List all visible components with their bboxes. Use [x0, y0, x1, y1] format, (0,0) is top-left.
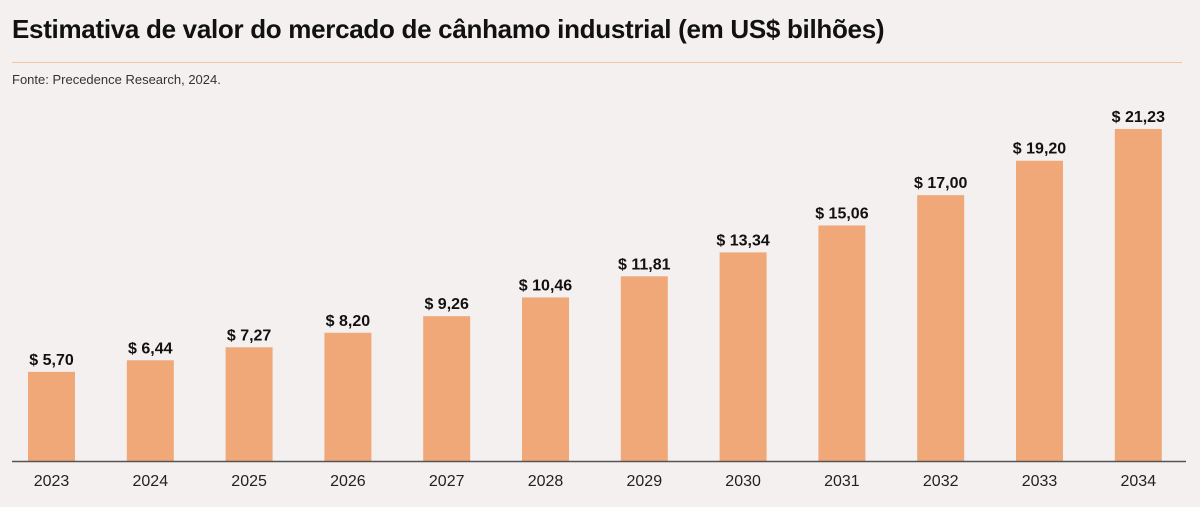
data-label-2028: $ 10,46 — [519, 277, 572, 294]
bar-2033 — [1016, 160, 1063, 461]
x-tick-label-2030: 2030 — [725, 473, 761, 490]
bar-2032 — [917, 195, 965, 462]
title-separator — [12, 62, 1182, 63]
x-tick-label-2031: 2031 — [824, 473, 860, 490]
source-note: Fonte: Precedence Research, 2024. — [12, 72, 221, 87]
x-tick-label-2023: 2023 — [34, 473, 70, 490]
data-label-2027: $ 9,26 — [424, 296, 469, 313]
bar-2024 — [126, 360, 174, 461]
data-label-2029: $ 11,81 — [618, 256, 671, 273]
x-tick-label-2034: 2034 — [1121, 473, 1157, 490]
bar-2025 — [225, 347, 273, 461]
x-tick-label-2024: 2024 — [133, 473, 169, 490]
bar-2027 — [423, 316, 471, 461]
chart-title: Estimativa de valor do mercado de cânham… — [12, 14, 885, 44]
data-label-2034: $ 21,23 — [1112, 109, 1165, 126]
bar-2029 — [620, 276, 668, 461]
bar-2028 — [522, 297, 569, 461]
x-tick-label-2033: 2033 — [1022, 473, 1058, 490]
data-label-2031: $ 15,06 — [815, 205, 868, 222]
data-label-2026: $ 8,20 — [326, 313, 371, 330]
x-tick-label-2032: 2032 — [923, 473, 959, 490]
data-label-2023: $ 5,70 — [29, 352, 74, 369]
x-tick-label-2026: 2026 — [330, 473, 366, 490]
data-label-2025: $ 7,27 — [227, 327, 272, 344]
bar-2030 — [719, 252, 767, 461]
x-tick-label-2025: 2025 — [231, 473, 267, 490]
data-label-2030: $ 13,34 — [716, 232, 769, 249]
bar-2026 — [324, 332, 372, 461]
data-label-2032: $ 17,00 — [914, 175, 967, 192]
x-tick-label-2027: 2027 — [429, 473, 465, 490]
bar-2023 — [28, 371, 75, 461]
bar-2034 — [1114, 129, 1162, 461]
data-label-2024: $ 6,44 — [128, 340, 173, 357]
bar-2031 — [818, 225, 866, 461]
x-tick-label-2029: 2029 — [627, 473, 663, 490]
data-label-2033: $ 19,20 — [1013, 141, 1066, 158]
x-tick-label-2028: 2028 — [528, 473, 564, 490]
